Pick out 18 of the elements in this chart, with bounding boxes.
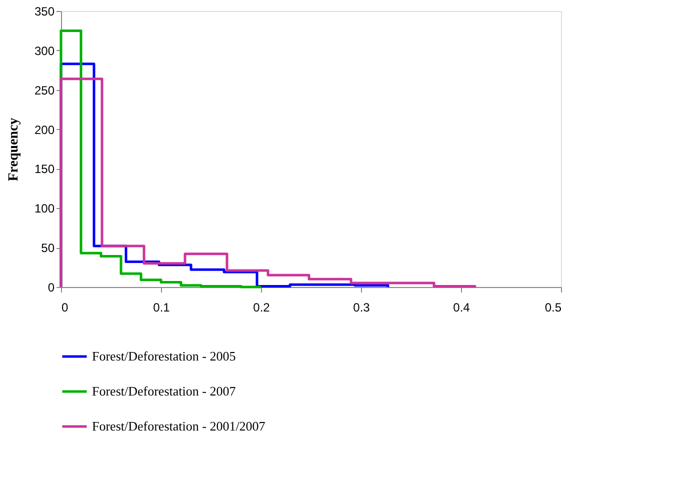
x-tick-label: 0.1 xyxy=(153,300,170,314)
y-tick-label: 50 xyxy=(41,241,55,256)
legend-label: Forest/Deforestation - 2001/2007 xyxy=(92,418,266,434)
y-axis-title: Frequency xyxy=(6,118,22,182)
x-tick-label: 0.2 xyxy=(253,300,270,314)
x-tick-label: 0.3 xyxy=(353,300,370,314)
y-tick-label: 0 xyxy=(48,280,55,294)
y-tick-label: 250 xyxy=(34,83,55,98)
y-tick-label: 300 xyxy=(34,44,55,58)
legend-label: Forest/Deforestation - 2005 xyxy=(92,348,236,364)
y-tick-label: 350 xyxy=(34,4,55,18)
y-tick-label: 150 xyxy=(34,162,55,176)
y-tick-label: 100 xyxy=(34,202,55,216)
y-tick-label: 200 xyxy=(34,122,55,137)
x-tick-label: 0 xyxy=(62,300,68,314)
x-tick-label: 0.5 xyxy=(544,300,562,314)
legend-label: Forest/Deforestation - 2007 xyxy=(92,384,236,398)
x-tick-label: 0.4 xyxy=(453,300,470,314)
